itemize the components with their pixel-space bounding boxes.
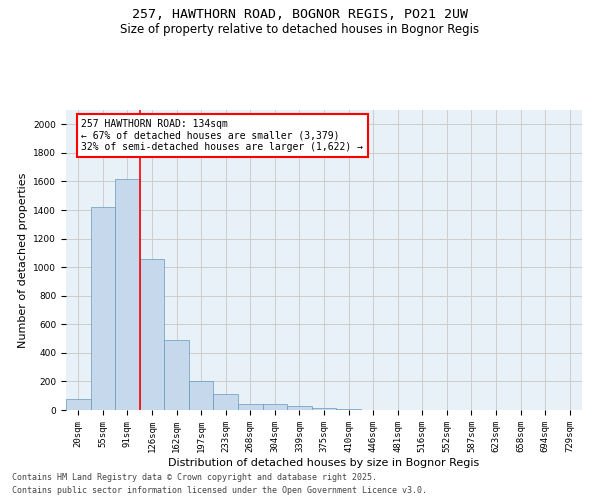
- Text: 257, HAWTHORN ROAD, BOGNOR REGIS, PO21 2UW: 257, HAWTHORN ROAD, BOGNOR REGIS, PO21 2…: [132, 8, 468, 20]
- Bar: [115, 178, 140, 410]
- Bar: [164, 340, 189, 410]
- Bar: [238, 404, 263, 410]
- Bar: [263, 404, 287, 410]
- Text: 257 HAWTHORN ROAD: 134sqm
← 67% of detached houses are smaller (3,379)
32% of se: 257 HAWTHORN ROAD: 134sqm ← 67% of detac…: [82, 119, 364, 152]
- Bar: [336, 409, 361, 410]
- Bar: [91, 207, 115, 410]
- Bar: [214, 394, 238, 410]
- Text: Size of property relative to detached houses in Bognor Regis: Size of property relative to detached ho…: [121, 22, 479, 36]
- Text: Contains public sector information licensed under the Open Government Licence v3: Contains public sector information licen…: [12, 486, 427, 495]
- Bar: [287, 406, 312, 410]
- Bar: [189, 380, 214, 410]
- Y-axis label: Number of detached properties: Number of detached properties: [18, 172, 28, 348]
- Bar: [312, 408, 336, 410]
- Bar: [66, 398, 91, 410]
- Text: Contains HM Land Registry data © Crown copyright and database right 2025.: Contains HM Land Registry data © Crown c…: [12, 474, 377, 482]
- Bar: [140, 258, 164, 410]
- X-axis label: Distribution of detached houses by size in Bognor Regis: Distribution of detached houses by size …: [169, 458, 479, 468]
